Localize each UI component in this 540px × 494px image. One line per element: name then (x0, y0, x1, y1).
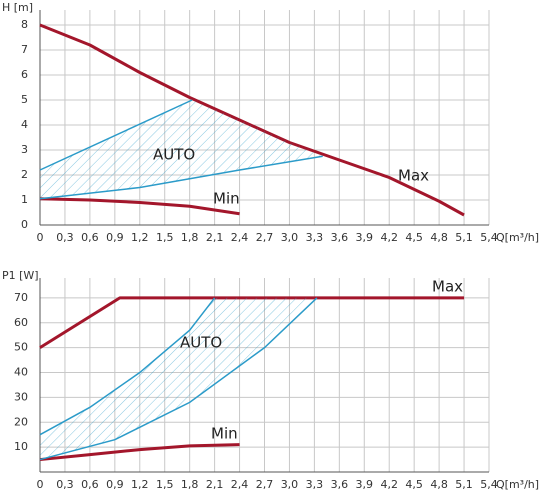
auto-bound-line (39, 297, 318, 461)
x-tick-label: 1,8 (181, 231, 199, 244)
y-tick-label: 50 (14, 341, 28, 354)
x-tick-label: 3,0 (281, 231, 299, 244)
x-tick-label: 1,2 (131, 231, 149, 244)
x-tick-label: 4,2 (380, 231, 398, 244)
x-tick-label: 2,1 (206, 478, 224, 491)
x-tick-label: 4,8 (430, 478, 448, 491)
y-tick-label: 1 (21, 193, 28, 206)
y-tick-label: 5 (21, 93, 28, 106)
x-tick-label: 3,9 (356, 478, 374, 491)
y-tick-label: 70 (14, 291, 28, 304)
auto-bound-line (39, 297, 216, 436)
series-line (39, 443, 240, 462)
x-tick-label: 4,2 (380, 478, 398, 491)
x-tick-label: 0,9 (106, 231, 124, 244)
series-label: AUTO (180, 334, 222, 352)
x-tick-label: 1,8 (181, 478, 199, 491)
x-tick-label: 5,4 (480, 478, 498, 491)
y-tick-label: 60 (14, 316, 28, 329)
x-tick-label: 2,4 (231, 231, 249, 244)
y-axis-label: P1 [W] (2, 269, 39, 282)
y-tick-label: 30 (14, 390, 28, 403)
x-tick-label: 0 (37, 478, 44, 491)
x-axis-label: Q[m³/h] (496, 478, 539, 491)
x-tick-label: 1,2 (131, 478, 149, 491)
x-tick-label: 0,6 (81, 478, 99, 491)
series-label: Max (398, 167, 429, 185)
x-tick-label: 2,7 (256, 478, 274, 491)
series-label: Min (213, 190, 240, 208)
x-tick-label: 5,4 (480, 231, 498, 244)
series-line (39, 197, 240, 216)
x-tick-label: 1,5 (156, 231, 174, 244)
auto-hatch (40, 100, 323, 199)
auto-bound-line (39, 155, 323, 200)
y-axis-label: H [m] (2, 1, 33, 14)
y-tick-label: 7 (21, 43, 28, 56)
y-tick-label: 2 (21, 168, 28, 181)
x-tick-label: 0 (37, 231, 44, 244)
x-tick-label: 0,9 (106, 478, 124, 491)
y-tick-label: 40 (14, 366, 28, 379)
x-tick-label: 3,3 (306, 231, 324, 244)
y-tick-label: 4 (21, 118, 28, 131)
y-tick-label: 0 (21, 218, 28, 231)
x-tick-label: 0,6 (81, 231, 99, 244)
x-axis-label: Q[m³/h] (496, 231, 539, 244)
y-tick-label: 8 (21, 18, 28, 31)
y-tick-label: 10 (14, 440, 28, 453)
auto-bound-line (39, 99, 193, 171)
x-tick-label: 2,4 (231, 478, 249, 491)
x-tick-label: 3,3 (306, 478, 324, 491)
x-tick-label: 2,7 (256, 231, 274, 244)
x-tick-label: 3,9 (356, 231, 374, 244)
x-tick-label: 3,6 (331, 478, 349, 491)
x-tick-label: 1,5 (156, 478, 174, 491)
x-tick-label: 5,1 (455, 478, 473, 491)
y-tick-label: 6 (21, 68, 28, 81)
x-tick-label: 3,0 (281, 478, 299, 491)
y-tick-label: 20 (14, 415, 28, 428)
x-tick-label: 4,5 (405, 478, 423, 491)
x-tick-label: 2,1 (206, 231, 224, 244)
x-tick-label: 4,8 (430, 231, 448, 244)
x-tick-label: 4,5 (405, 231, 423, 244)
auto-hatch (40, 297, 317, 460)
series-label: AUTO (153, 146, 195, 164)
series-line (39, 296, 465, 349)
x-tick-label: 0,3 (56, 478, 74, 491)
x-tick-label: 5,1 (455, 231, 473, 244)
series-label: Min (211, 425, 238, 443)
series-label: Max (432, 278, 463, 296)
x-tick-label: 3,6 (331, 231, 349, 244)
x-tick-label: 0,3 (56, 231, 74, 244)
y-tick-label: 3 (21, 143, 28, 156)
